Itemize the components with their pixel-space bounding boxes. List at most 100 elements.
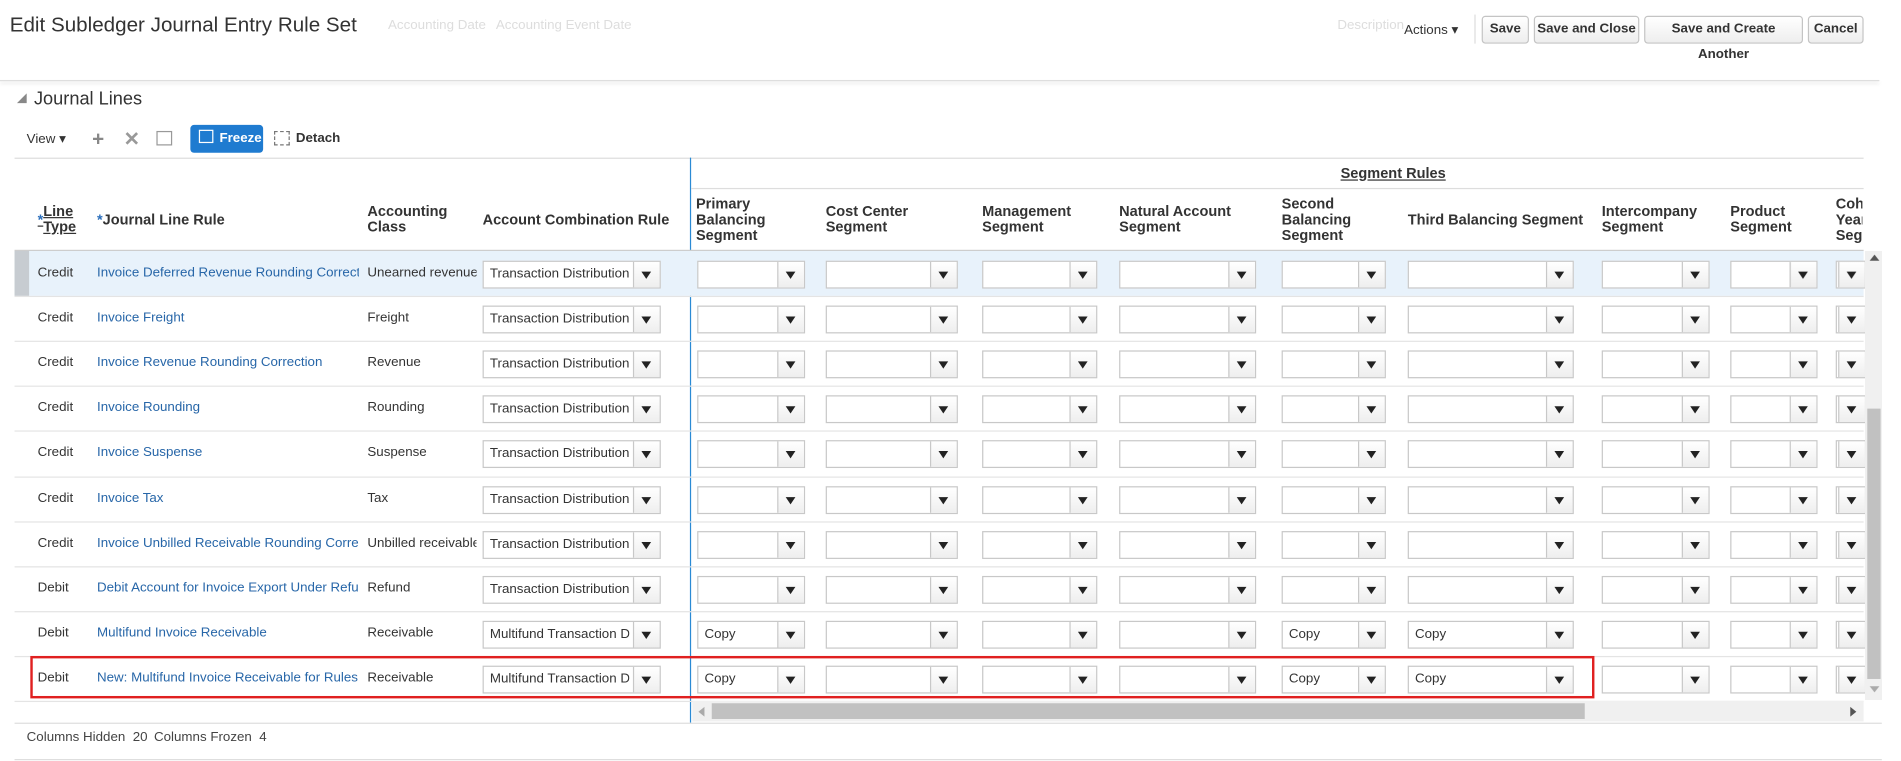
dropdown-button[interactable]	[1545, 621, 1573, 648]
segment-select[interactable]	[1835, 485, 1867, 514]
dropdown-button[interactable]	[1228, 261, 1255, 288]
dropdown-button[interactable]	[1069, 306, 1097, 333]
detach-button[interactable]: Detach	[295, 130, 341, 146]
dropdown-button[interactable]	[777, 261, 804, 288]
segment-select[interactable]	[1601, 620, 1710, 649]
freeze-button[interactable]: Freeze	[190, 124, 264, 153]
segment-select[interactable]	[982, 530, 1098, 559]
dropdown-button[interactable]	[929, 261, 957, 288]
segment-select[interactable]	[1601, 305, 1710, 334]
journal-line-rule[interactable]: Invoice Tax	[97, 490, 164, 506]
segment-select[interactable]	[1601, 350, 1710, 379]
segment-select[interactable]	[1119, 350, 1257, 379]
segment-select[interactable]	[982, 305, 1098, 334]
segment-select[interactable]	[697, 530, 806, 559]
journal-line-rule[interactable]: Debit Account for Invoice Export Under R…	[97, 580, 359, 595]
segment-select[interactable]	[1601, 260, 1710, 289]
dropdown-button[interactable]	[632, 576, 660, 603]
dropdown-button[interactable]	[1681, 441, 1709, 468]
dropdown-button[interactable]	[632, 306, 660, 333]
segment-select[interactable]	[1407, 485, 1574, 514]
dropdown-button[interactable]	[929, 666, 957, 693]
dropdown-button[interactable]	[1358, 306, 1385, 333]
save-close-button[interactable]: Save and Close	[1533, 15, 1640, 44]
dropdown-button[interactable]	[1069, 351, 1097, 378]
segment-select[interactable]	[1601, 440, 1710, 469]
journal-line-rule[interactable]: Invoice Freight	[97, 310, 185, 326]
scroll-down[interactable]	[1869, 686, 1880, 693]
segment-select[interactable]	[825, 260, 958, 289]
combination-select[interactable]: Transaction Distribution GL	[482, 440, 661, 469]
journal-line-rule[interactable]: Invoice Deferred Revenue Rounding Correc…	[97, 265, 359, 281]
combination-select[interactable]: Transaction Distribution GL	[482, 395, 661, 424]
dropdown-button[interactable]	[777, 621, 804, 648]
journal-line-rule[interactable]: Invoice Revenue Rounding Correction	[97, 355, 323, 371]
dropdown-button[interactable]	[1228, 486, 1255, 513]
segment-select[interactable]	[1730, 575, 1818, 604]
dropdown-button[interactable]	[1789, 306, 1817, 333]
collapse-icon[interactable]	[16, 93, 27, 104]
dropdown-button[interactable]	[1789, 441, 1817, 468]
dropdown-button[interactable]	[1228, 351, 1255, 378]
segment-select[interactable]	[697, 350, 806, 379]
dropdown-button[interactable]	[929, 576, 957, 603]
dropdown-button[interactable]	[1838, 396, 1865, 423]
segment-select[interactable]	[825, 575, 958, 604]
segment-select[interactable]	[1601, 530, 1710, 559]
dropdown-button[interactable]	[1228, 666, 1255, 693]
segment-select[interactable]	[825, 305, 958, 334]
dropdown-button[interactable]	[1789, 351, 1817, 378]
segment-select[interactable]	[1281, 395, 1386, 424]
dropdown-button[interactable]	[1789, 486, 1817, 513]
column-header[interactable]: Intercompany Segment	[1601, 202, 1698, 236]
dropdown-button[interactable]	[929, 351, 957, 378]
dropdown-button[interactable]	[1789, 576, 1817, 603]
scroll-left[interactable]	[698, 706, 705, 717]
column-header[interactable]: Natural Account Segment	[1119, 202, 1231, 236]
actions-menu[interactable]: Actions ▾	[1404, 23, 1459, 38]
segment-select[interactable]	[1119, 395, 1257, 424]
segment-select[interactable]	[1119, 260, 1257, 289]
combination-select[interactable]: Transaction Distribution GL	[482, 350, 661, 379]
segment-select[interactable]	[1281, 440, 1386, 469]
dropdown-button[interactable]	[1681, 621, 1709, 648]
dropdown-button[interactable]	[777, 351, 804, 378]
journal-line-rule[interactable]: Invoice Suspense	[97, 445, 203, 461]
dropdown-button[interactable]	[632, 621, 660, 648]
segment-select[interactable]	[982, 350, 1098, 379]
segment-select[interactable]	[825, 395, 958, 424]
delete-icon[interactable]: ✕	[123, 129, 140, 151]
column-header[interactable]: Cost Center Segment	[825, 202, 909, 236]
segment-select[interactable]	[1601, 575, 1710, 604]
segment-select[interactable]: Copy	[1407, 620, 1574, 649]
dropdown-button[interactable]	[1681, 486, 1709, 513]
segment-select[interactable]	[1730, 260, 1818, 289]
dropdown-button[interactable]	[1838, 351, 1865, 378]
column-header[interactable]: Third Balancing Segment	[1407, 210, 1584, 228]
segment-select[interactable]	[1119, 305, 1257, 334]
dropdown-button[interactable]	[1358, 531, 1385, 558]
dropdown-button[interactable]	[1069, 666, 1097, 693]
dropdown-button[interactable]	[777, 396, 804, 423]
segment-select[interactable]	[1407, 530, 1574, 559]
scroll-up[interactable]	[1869, 254, 1880, 261]
dropdown-button[interactable]	[1228, 396, 1255, 423]
dropdown-button[interactable]	[1838, 486, 1865, 513]
segment-select[interactable]: Copy	[1281, 620, 1386, 649]
dropdown-button[interactable]	[1069, 396, 1097, 423]
segment-select[interactable]	[825, 620, 958, 649]
segment-select[interactable]: Copy	[697, 620, 806, 649]
dropdown-button[interactable]	[1838, 441, 1865, 468]
segment-select[interactable]	[1730, 305, 1818, 334]
combination-select[interactable]: Transaction Distribution GL	[482, 530, 661, 559]
segment-select[interactable]	[1119, 575, 1257, 604]
segment-select[interactable]	[1119, 485, 1257, 514]
format-icon[interactable]	[156, 130, 173, 146]
segment-select[interactable]	[697, 305, 806, 334]
column-header[interactable]: Line Type	[38, 189, 89, 250]
column-header[interactable]: Account Combination Rule	[482, 210, 670, 228]
segment-select[interactable]	[1835, 575, 1867, 604]
dropdown-button[interactable]	[777, 441, 804, 468]
detach-icon[interactable]	[274, 130, 290, 146]
segment-select[interactable]	[825, 440, 958, 469]
